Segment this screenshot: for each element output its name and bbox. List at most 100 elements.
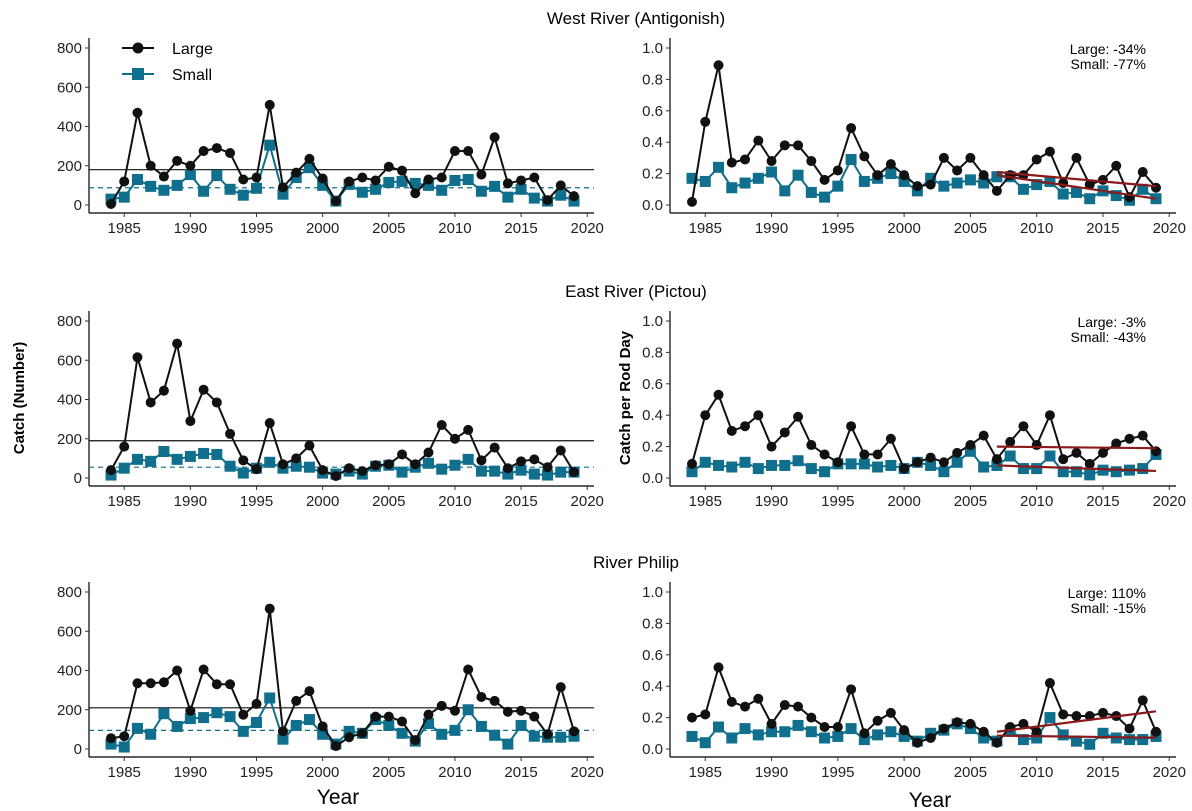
point-small xyxy=(713,721,725,733)
point-large xyxy=(912,737,923,748)
y-tick-label: 0 xyxy=(74,741,82,758)
point-small xyxy=(277,188,289,200)
point-large xyxy=(793,701,804,712)
point-large xyxy=(225,428,236,439)
point-large xyxy=(410,459,421,470)
point-small xyxy=(449,724,461,736)
x-tick-label: 2010 xyxy=(438,220,471,237)
point-small xyxy=(224,460,236,472)
point-large xyxy=(1137,167,1148,178)
point-small xyxy=(515,464,527,476)
point-large xyxy=(251,698,262,709)
y-tick-label: 0.4 xyxy=(642,134,663,151)
point-large xyxy=(753,693,764,704)
point-small xyxy=(475,185,487,197)
point-large xyxy=(264,99,275,110)
point-large xyxy=(185,705,196,716)
point-large xyxy=(211,397,222,408)
point-large xyxy=(211,679,222,690)
x-tick-label: 2015 xyxy=(504,220,537,237)
point-large xyxy=(1005,436,1016,447)
point-large xyxy=(145,397,156,408)
point-small xyxy=(436,728,448,740)
y-tick-label: 800 xyxy=(57,40,82,57)
point-small xyxy=(409,177,421,189)
point-small xyxy=(198,712,210,724)
y-tick-label: 800 xyxy=(57,584,82,601)
point-small xyxy=(251,717,263,729)
x-tick-label: 1995 xyxy=(240,220,273,237)
point-large xyxy=(991,737,1002,748)
series-line-large xyxy=(691,392,1157,470)
panel-1: 0.0 0.2 0.4 0.6 0.8 1.0 1985 1990 1995 2000 2005 20… xyxy=(642,38,1186,237)
point-large xyxy=(277,459,288,470)
point-small xyxy=(1031,732,1043,744)
y-tick-label: 600 xyxy=(57,79,82,96)
point-large xyxy=(304,153,315,164)
point-large xyxy=(872,449,883,460)
point-large xyxy=(1044,410,1055,421)
point-large xyxy=(397,165,408,176)
point-small xyxy=(872,461,884,473)
point-small xyxy=(475,720,487,732)
point-large xyxy=(132,678,143,689)
x-tick-label: 1995 xyxy=(821,764,854,781)
point-large xyxy=(370,460,381,471)
point-large xyxy=(106,733,116,744)
point-large xyxy=(344,463,355,474)
point-small xyxy=(779,185,791,197)
point-large xyxy=(476,455,487,466)
point-small xyxy=(1070,466,1082,478)
point-small xyxy=(462,453,474,465)
point-small xyxy=(396,466,408,478)
point-large xyxy=(832,165,843,176)
point-small xyxy=(792,455,804,467)
point-large xyxy=(740,154,751,165)
point-small xyxy=(422,717,434,729)
point-small xyxy=(131,173,143,185)
point-small xyxy=(502,468,514,480)
point-small xyxy=(237,189,249,201)
point-small xyxy=(158,708,170,720)
point-small xyxy=(184,713,196,725)
point-small xyxy=(752,463,764,475)
point-large xyxy=(1044,146,1055,157)
point-large xyxy=(1137,695,1148,706)
point-small xyxy=(224,711,236,723)
point-large xyxy=(779,700,790,711)
point-small xyxy=(264,692,276,704)
point-large xyxy=(952,165,963,176)
x-tick-label: 1995 xyxy=(821,493,854,510)
point-small xyxy=(528,468,540,480)
x-tick-label: 2005 xyxy=(954,220,987,237)
x-tick-label: 1985 xyxy=(689,493,722,510)
point-small xyxy=(885,168,897,180)
point-large xyxy=(423,709,434,720)
point-small xyxy=(131,722,143,734)
point-small xyxy=(805,463,817,475)
point-small xyxy=(396,727,408,739)
point-small xyxy=(832,730,844,742)
y-tick-label: 0.6 xyxy=(642,376,663,393)
point-small xyxy=(224,183,236,195)
point-small xyxy=(938,180,950,192)
x-tick-label: 2020 xyxy=(1153,493,1186,510)
x-tick-label: 2000 xyxy=(306,493,339,510)
point-small xyxy=(1017,463,1029,475)
point-large xyxy=(1124,723,1135,734)
point-large xyxy=(436,420,447,431)
legend-marker-large xyxy=(132,42,144,54)
point-small xyxy=(105,738,117,750)
point-large xyxy=(172,665,183,676)
point-large xyxy=(952,447,963,458)
point-small xyxy=(739,177,751,189)
point-small xyxy=(1044,175,1056,187)
point-large xyxy=(238,174,249,185)
point-small xyxy=(792,719,804,731)
point-small xyxy=(991,171,1003,183)
point-large xyxy=(291,453,302,464)
point-small xyxy=(1137,183,1149,195)
point-small xyxy=(449,459,461,471)
x-tick-label: 2010 xyxy=(1020,220,1053,237)
point-large xyxy=(925,733,936,744)
